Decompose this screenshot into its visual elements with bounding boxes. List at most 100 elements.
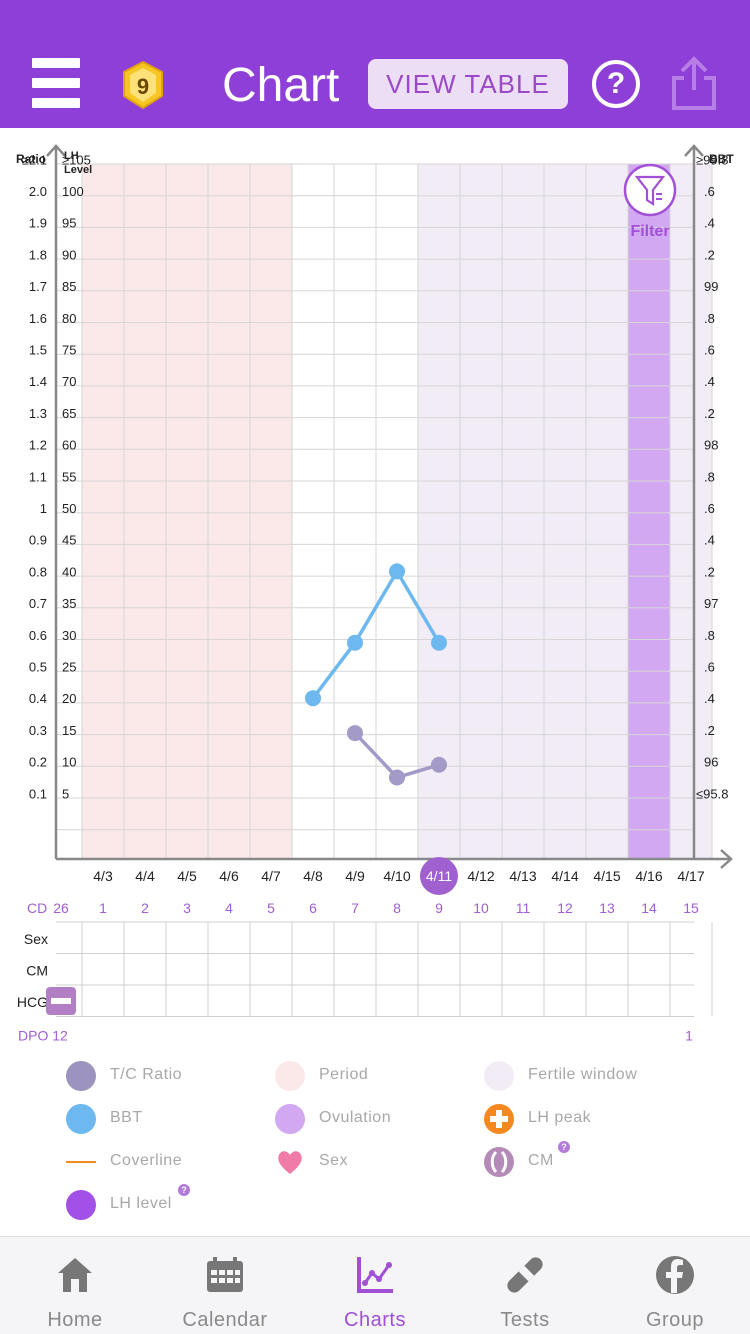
bbt-data-point[interactable]: [389, 563, 405, 580]
lh-tick-label: 10: [62, 755, 76, 770]
ratio-tick-label: 1.9: [29, 216, 47, 231]
lh-tick-label: 30: [62, 628, 76, 643]
bbt-data-point[interactable]: [347, 634, 363, 651]
charts-icon: [355, 1255, 395, 1295]
coverline-icon: [66, 1147, 96, 1177]
nav-tab-calendar[interactable]: Calendar: [150, 1237, 300, 1334]
fertility-chart: Ratio LHLevelBBT≥2.12.01.91.81.71.61.51.4…: [16, 144, 734, 1044]
cd-value: 5: [267, 900, 275, 916]
ratio-tick-label: 0.8: [29, 564, 47, 579]
fertile-band: [670, 164, 712, 859]
level-badge-icon[interactable]: 9: [120, 60, 166, 110]
cd-value: 14: [641, 900, 657, 916]
lh-tick-label: ≥105: [62, 152, 91, 167]
cd-value: 15: [683, 900, 699, 916]
nav-tab-tests[interactable]: Tests: [450, 1237, 600, 1334]
nav-label: Group: [645, 1309, 705, 1331]
info-icon[interactable]: ?: [558, 1141, 570, 1153]
date-label: 4/5: [177, 868, 197, 884]
selected-date-marker[interactable]: [420, 857, 458, 895]
circle-icon: [275, 1061, 305, 1091]
ratio-tick-label: 1.6: [29, 311, 47, 326]
plus-circle-icon: [484, 1104, 514, 1134]
bbt-tick-label: 98: [704, 438, 718, 453]
heart-icon: [275, 1147, 305, 1177]
legend-label: Sex: [319, 1152, 349, 1169]
period-band: [124, 164, 166, 859]
fertile-band: [586, 164, 628, 859]
view-table-button[interactable]: VIEW TABLE: [368, 59, 568, 109]
nav-tab-home[interactable]: Home: [0, 1237, 150, 1334]
bbt-tick-label: .2: [704, 723, 715, 738]
cd-value: 1: [99, 900, 107, 916]
tests-icon: [505, 1255, 545, 1295]
lh-tick-label: 45: [62, 533, 76, 548]
period-band: [208, 164, 250, 859]
lh-tick-label: 75: [62, 343, 76, 358]
date-label: 4/15: [593, 868, 620, 884]
help-icon[interactable]: ?: [592, 60, 640, 108]
bbt-tick-label: .6: [704, 184, 715, 199]
tc-ratio-data-point[interactable]: [431, 756, 447, 773]
date-label: 4/3: [93, 868, 113, 884]
legend-label: Coverline: [110, 1152, 183, 1169]
bbt-tick-label: 96: [704, 755, 718, 770]
cm-icon: [484, 1147, 514, 1177]
nav-tab-charts[interactable]: Charts: [300, 1237, 450, 1334]
date-label: 4/8: [303, 868, 323, 884]
nav-tab-group[interactable]: Group: [600, 1237, 750, 1334]
lh-tick-label: 60: [62, 438, 76, 453]
lh-tick-label: 35: [62, 596, 76, 611]
period-band: [250, 164, 292, 859]
circle-icon: [66, 1190, 96, 1220]
date-label: 4/4: [135, 868, 155, 884]
cd-value: 10: [473, 900, 489, 916]
legend-label: CM: [528, 1152, 554, 1169]
app-header: 9 Chart VIEW TABLE ?: [0, 0, 750, 128]
tc-ratio-data-point[interactable]: [347, 725, 363, 742]
lh-tick-label: 95: [62, 216, 76, 231]
ovulation-band: [628, 164, 670, 859]
share-icon[interactable]: [668, 56, 720, 112]
bbt-tick-label: 99: [704, 279, 718, 294]
legend-label: LH peak: [528, 1109, 592, 1126]
date-label: 4/6: [219, 868, 239, 884]
bbt-tick-label: .4: [704, 691, 715, 706]
ratio-tick-label: 1.1: [29, 469, 47, 484]
home-icon: [55, 1255, 95, 1295]
bbt-data-point[interactable]: [305, 690, 321, 707]
date-label: 4/16: [635, 868, 662, 884]
menu-icon[interactable]: [32, 58, 80, 108]
bbt-tick-label: 97: [704, 596, 718, 611]
ratio-tick-label: 1.5: [29, 343, 47, 358]
date-label: 4/7: [261, 868, 281, 884]
filter-icon[interactable]: [623, 163, 677, 217]
legend-label: LH level: [110, 1195, 172, 1212]
hcg-minus-icon: [51, 998, 71, 1004]
cd-value: 26: [53, 900, 69, 916]
legend-label: BBT: [110, 1109, 143, 1126]
hcg-row-label: HCG: [17, 994, 48, 1010]
cd-value: 7: [351, 900, 359, 916]
bbt-tick-label: .6: [704, 501, 715, 516]
y-axis-left-arrow: [46, 144, 66, 157]
ratio-tick-label: 1: [40, 501, 47, 516]
bottom-nav: Home Calendar Charts Tests Group: [0, 1236, 750, 1334]
ratio-tick-label: 1.4: [29, 374, 47, 389]
date-label: 4/9: [345, 868, 365, 884]
tc-ratio-data-point[interactable]: [389, 769, 405, 786]
cd-value: 12: [557, 900, 573, 916]
bbt-series-line: [311, 567, 441, 700]
bbt-data-point[interactable]: [431, 634, 447, 651]
filter-label: Filter: [630, 223, 669, 240]
sex-row-label: Sex: [24, 931, 48, 947]
x-axis-arrow: [720, 849, 733, 869]
circle-icon: [484, 1061, 514, 1091]
bbt-tick-label: ≤95.8: [696, 786, 728, 801]
bbt-tick-label: .4: [704, 216, 715, 231]
info-icon[interactable]: ?: [178, 1184, 190, 1196]
legend-label: Fertile window: [528, 1066, 638, 1083]
ratio-tick-label: 1.2: [29, 438, 47, 453]
ratio-tick-label: 0.1: [29, 786, 47, 801]
dpo-label: DPO 12: [18, 1028, 68, 1044]
